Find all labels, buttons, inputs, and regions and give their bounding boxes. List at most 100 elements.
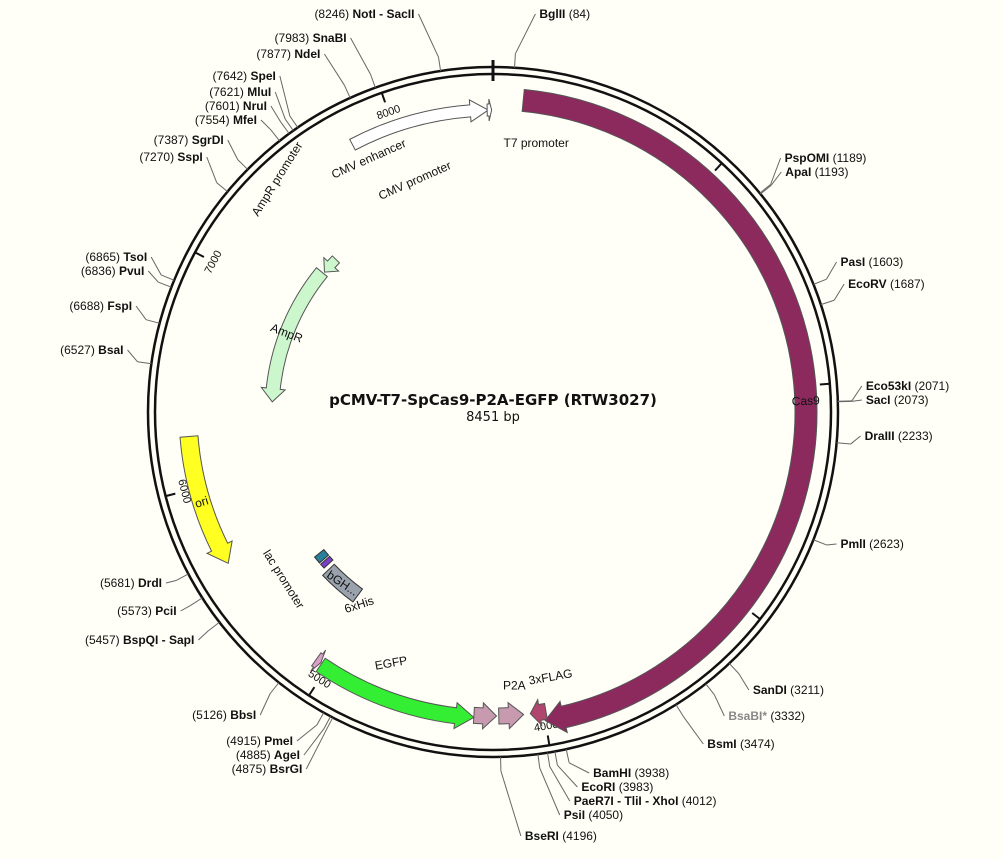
site-mlui: (7621) MluI <box>209 85 294 131</box>
site-position: (1189) <box>833 151 867 165</box>
3xflag-label: 3xFLAG <box>528 666 574 687</box>
site-label: (8246) NotI - SacII <box>314 7 414 21</box>
site-label: SanDI (3211) <box>753 683 824 697</box>
site-name: MfeI <box>233 113 257 127</box>
site-connector <box>279 75 291 117</box>
site-connector <box>682 716 704 745</box>
site-label: (4915) PmeI <box>226 734 293 748</box>
site-leader-line <box>728 663 740 674</box>
site-position: (7983) <box>275 31 310 45</box>
site-position: (3474) <box>740 737 775 751</box>
site-leader-line <box>289 115 299 128</box>
site-position: (7554) <box>195 113 230 127</box>
site-label: (7554) MfeI <box>195 113 257 127</box>
site-position: (6836) <box>81 264 116 278</box>
site-position: (2233) <box>898 429 933 443</box>
site-name: FspI <box>107 299 132 313</box>
site-label: PmlI (2623) <box>840 537 903 551</box>
site-name: Eco53kI <box>866 379 911 393</box>
site-position: (6865) <box>85 250 120 264</box>
site-name: PmlI <box>840 537 865 551</box>
site-leader-line <box>158 281 172 288</box>
site-name: SacI <box>866 393 891 407</box>
site-connector <box>260 119 272 131</box>
site-leader-line <box>280 122 290 134</box>
site-fspi: (6688) FspI <box>69 299 160 324</box>
site-position: (4915) <box>226 734 261 748</box>
site-connector <box>270 105 282 123</box>
site-position: (8246) <box>314 7 349 21</box>
site-leader-line <box>554 751 558 766</box>
site-position: (6527) <box>60 343 95 357</box>
site-position: (7387) <box>154 133 189 147</box>
site-position: (2073) <box>894 393 929 407</box>
site-draiii: DraIII (2233) <box>836 429 933 445</box>
site-position: (84) <box>569 7 590 21</box>
site-name: BsaI <box>98 343 123 357</box>
site-leader-line <box>370 74 376 88</box>
site-name: NotI - SacII <box>352 7 414 21</box>
site-name: BseRI <box>525 829 559 843</box>
site-name: BsmI <box>707 737 736 751</box>
site-bseri: BseRI (4196) <box>500 756 597 843</box>
site-name: PsiI <box>564 808 585 822</box>
site-connector <box>557 764 578 788</box>
feature-segment-feature <box>313 548 330 564</box>
site-bamhi: BamHI (3938) <box>565 749 669 780</box>
site-name: PciI <box>155 604 176 618</box>
site-connector <box>180 604 191 612</box>
site-name: DrdI <box>138 576 162 590</box>
plasmid-name: pCMV-T7-SpCas9-P2A-EGFP (RTW3027) <box>329 391 657 409</box>
site-position: (5126) <box>192 708 227 722</box>
site-position: (2623) <box>869 537 904 551</box>
site-snabi: (7983) SnaBI <box>275 31 376 88</box>
feature-segment-box <box>313 548 330 564</box>
site-connector <box>851 399 862 402</box>
site-name: BsaBI* <box>728 709 767 723</box>
site-agei: (4885) AgeI <box>236 716 331 762</box>
egfp-arrow <box>315 657 475 730</box>
site-bsabi: BsaBI* (3332) <box>705 683 805 723</box>
site-label: Eco53kI (2071) <box>866 379 949 393</box>
cmv-promoter-label: CMV promoter <box>376 158 453 203</box>
egfp-label: EGFP <box>374 653 409 672</box>
site-pvui: (6836) PvuI <box>81 264 172 288</box>
site-pasi: PasI (1603) <box>813 255 904 285</box>
site-leader-line <box>343 84 351 99</box>
site-label: (7983) SnaBI <box>275 31 347 45</box>
site-name: SnaBI <box>313 31 347 45</box>
site-connector <box>135 305 147 320</box>
site-label: BamHI (3938) <box>593 766 669 780</box>
site-name: BsrGI <box>270 762 303 776</box>
site-position: (7270) <box>139 150 174 164</box>
site-connector <box>738 673 750 691</box>
site-leader-line <box>836 442 851 445</box>
ampr-arrow <box>260 266 329 403</box>
site-label: BsaBI* (3332) <box>728 709 805 723</box>
site-label: DraIII (2233) <box>865 429 933 443</box>
site-connector <box>851 385 863 402</box>
bgh-feature: bGH... <box>321 563 364 603</box>
site-position: (4196) <box>562 829 597 843</box>
site-name: SgrDI <box>192 133 224 147</box>
site-spei: (7642) SpeI <box>212 69 299 128</box>
site-connector <box>274 91 286 120</box>
site-leader-line <box>190 597 203 606</box>
tick-label: 7000 <box>203 249 225 276</box>
site-leader-line <box>537 754 541 769</box>
site-leader-line <box>270 129 280 142</box>
site-position: (4885) <box>236 748 271 762</box>
site-connector <box>568 762 590 774</box>
site-label: (7642) SpeI <box>212 69 275 83</box>
site-label: PasI (1603) <box>841 255 904 269</box>
site-sandi: SanDI (3211) <box>728 663 824 697</box>
site-sspi: (7270) SspI <box>139 150 228 193</box>
tick-mark <box>380 92 387 103</box>
site-name: PspOMI <box>785 151 830 165</box>
site-label: PspOMI (1189) <box>785 151 867 165</box>
site-bsai: (6527) BsaI <box>60 343 152 365</box>
site-connector <box>227 139 239 160</box>
site-paer7i-tlii-xhoi: PaeR7I - TliI - XhoI (4012) <box>547 752 716 808</box>
site-name: BbsI <box>230 708 256 722</box>
site-tsoi: (6865) TsoI <box>85 250 175 281</box>
